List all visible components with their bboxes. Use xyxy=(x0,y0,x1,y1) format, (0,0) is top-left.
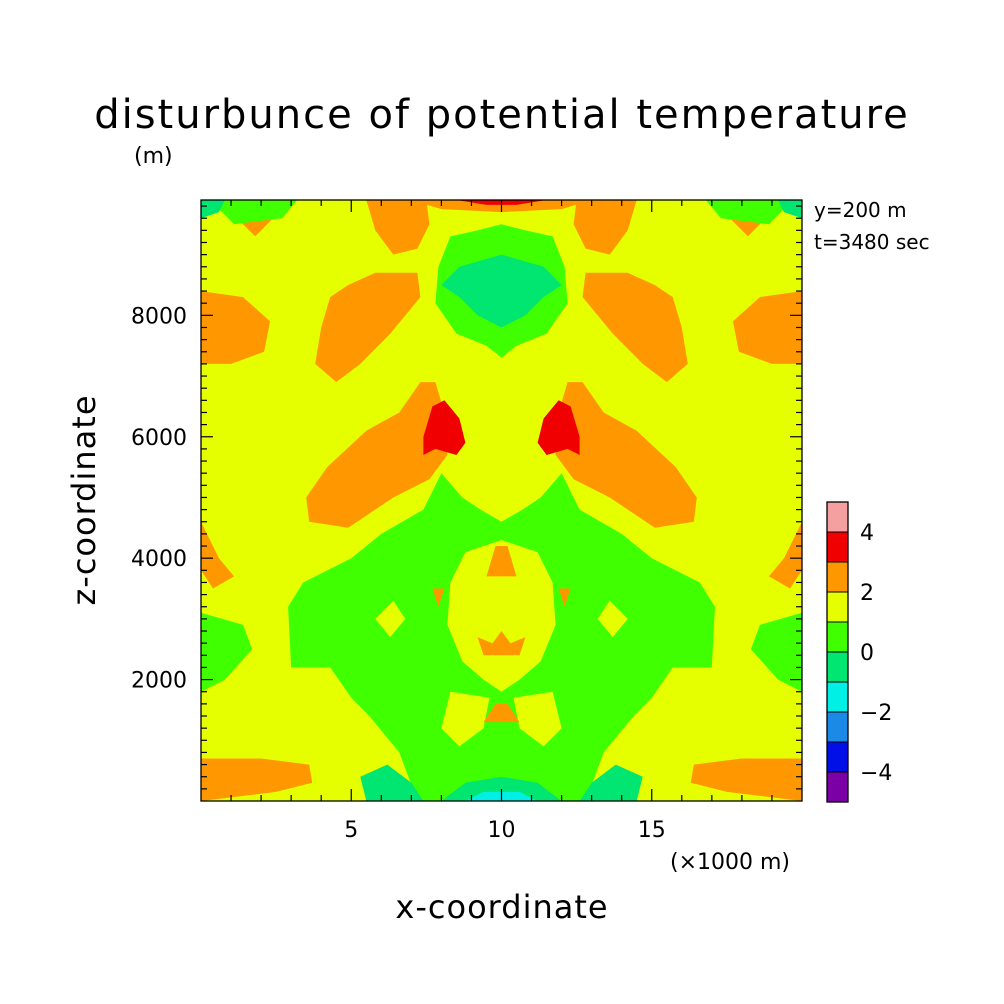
contour-region-6 xyxy=(306,382,448,528)
contour-region-23 xyxy=(705,200,793,225)
colorbar-swatch xyxy=(826,651,849,683)
y-tick-label: 2000 xyxy=(131,669,187,694)
contour-region-8 xyxy=(315,272,421,383)
colorbar-tick-label: 4 xyxy=(860,521,874,546)
colorbar-swatch xyxy=(826,561,849,593)
contour-region-3 xyxy=(690,758,802,801)
contour-region-39 xyxy=(201,200,225,219)
contour-region-30 xyxy=(486,546,517,577)
colorbar-frame xyxy=(826,501,849,803)
colorbar-tick-label: −2 xyxy=(860,701,892,726)
colorbar: −4 −2 0 2 4 xyxy=(826,501,892,803)
contour-region-4 xyxy=(201,521,235,589)
x-axis-label: x-coordinate xyxy=(395,888,609,926)
contour-region-33 xyxy=(432,588,445,607)
contour-region-37 xyxy=(579,764,643,801)
contour-region-36 xyxy=(360,764,424,801)
contour-region-35 xyxy=(441,254,562,328)
contour-region-31 xyxy=(477,631,526,656)
colorbar-swatch xyxy=(826,591,849,623)
colorbar-tick-label: 2 xyxy=(860,581,874,606)
contour-region-22 xyxy=(210,200,298,225)
contour-region-7 xyxy=(555,382,697,528)
colorbar-swatch xyxy=(826,771,849,803)
contour-region-43 xyxy=(537,400,580,455)
contour-region-9 xyxy=(582,272,688,383)
contour-region-2 xyxy=(201,758,313,801)
contour-region-40 xyxy=(778,200,802,219)
contour-region-32 xyxy=(483,703,520,723)
x-tick-label: 15 xyxy=(638,818,666,843)
contour-region-10 xyxy=(366,200,430,255)
colorbar-swatch xyxy=(826,531,849,563)
contour-region-38 xyxy=(441,776,562,801)
x-axis-unit: (×1000 m) xyxy=(670,850,791,875)
contour-region-11 xyxy=(573,200,637,255)
colorbar-tick-label: −4 xyxy=(860,761,892,786)
contour-region-42 xyxy=(423,400,466,455)
chart-title: disturbunce of potential temperature xyxy=(94,92,910,138)
colorbar-swatch xyxy=(826,741,849,773)
contour-region-28 xyxy=(597,600,628,638)
contour-region-26 xyxy=(513,691,562,747)
plot-area xyxy=(201,200,802,801)
colorbar-swatch xyxy=(826,621,849,653)
contour-region-27 xyxy=(375,600,406,638)
title-unit: (m) xyxy=(134,144,173,169)
contour-regions xyxy=(201,200,802,801)
contour-region-34 xyxy=(558,588,571,607)
contour-region-1 xyxy=(732,291,802,364)
contour-region-25 xyxy=(441,691,490,747)
contour-region-20 xyxy=(201,612,253,692)
info-time: t=3480 sec xyxy=(814,230,930,254)
axis-ticks: 5 10 15 2000 4000 6000 8000 xyxy=(131,199,803,843)
x-tick-label: 10 xyxy=(488,818,516,843)
contour-region-21 xyxy=(750,612,802,692)
contour-region-0 xyxy=(201,291,271,364)
y-tick-label: 4000 xyxy=(131,547,187,572)
contour-region-29 xyxy=(471,357,532,486)
contour-region-24 xyxy=(447,540,556,692)
info-y-position: y=200 m xyxy=(814,198,907,222)
colorbar-swatch xyxy=(826,681,849,713)
x-tick-label: 5 xyxy=(344,818,358,843)
colorbar-swatch xyxy=(826,501,849,533)
colorbar-swatch xyxy=(826,711,849,743)
colorbar-tick-label: 0 xyxy=(860,641,874,666)
y-tick-label: 6000 xyxy=(131,426,187,451)
y-tick-label: 8000 xyxy=(131,304,187,329)
contour-region-5 xyxy=(768,521,802,589)
